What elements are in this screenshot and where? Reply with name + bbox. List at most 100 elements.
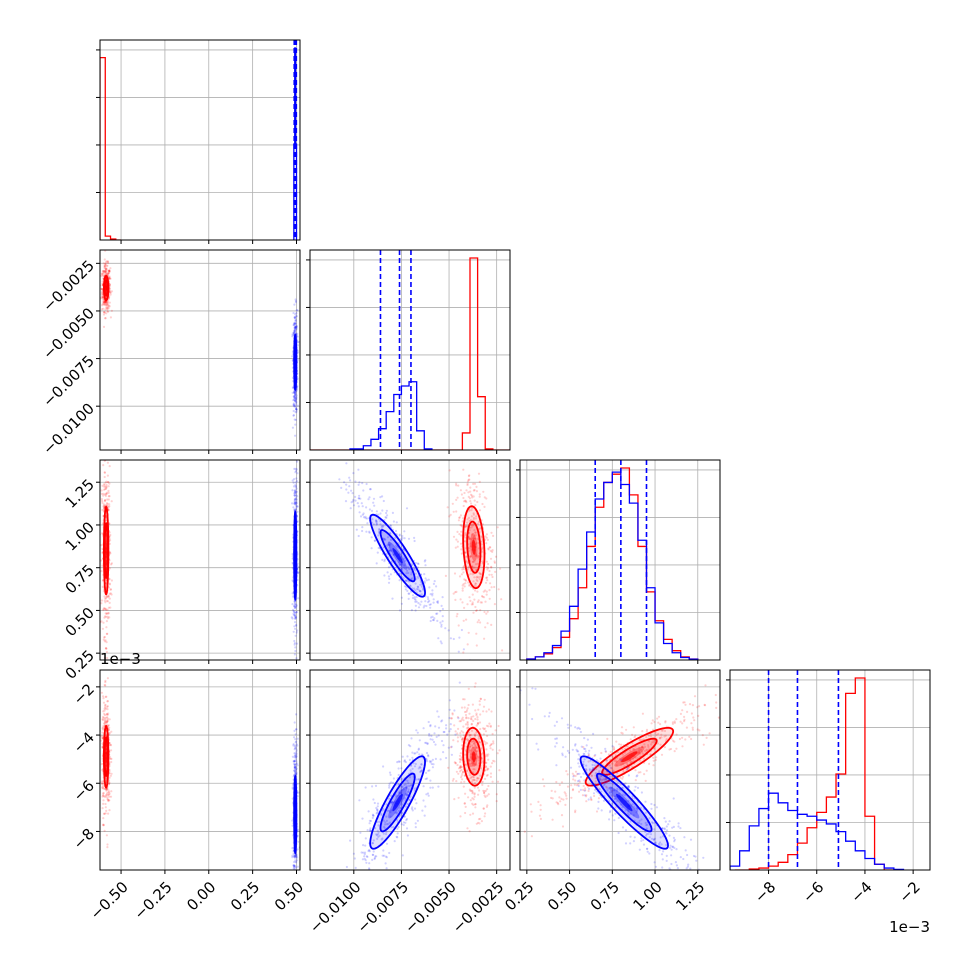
sample-point	[617, 751, 620, 754]
sample-point	[399, 806, 402, 810]
sample-point	[294, 491, 297, 494]
sample-point	[649, 753, 652, 756]
sample-point	[102, 297, 105, 300]
sample-point	[101, 768, 104, 772]
sample-point	[486, 622, 489, 625]
sample-point	[657, 721, 660, 724]
sample-point	[362, 489, 365, 492]
sample-point	[475, 731, 478, 734]
sample-point	[455, 498, 458, 501]
sample-point	[735, 913, 737, 915]
sample-point	[470, 718, 473, 721]
sample-point	[448, 515, 451, 518]
sample-point	[403, 759, 406, 762]
sample-point	[466, 603, 469, 606]
sample-point	[292, 744, 295, 747]
sample-point	[482, 740, 485, 743]
sample-point	[294, 854, 297, 857]
sample-point	[110, 593, 113, 596]
sample-point	[295, 309, 298, 312]
sample-point	[653, 861, 656, 864]
sample-point	[105, 789, 108, 792]
sample-point	[410, 737, 413, 740]
sample-point	[475, 490, 478, 493]
sample-point	[360, 502, 363, 505]
sample-point	[464, 792, 467, 795]
sample-point	[439, 758, 442, 761]
sample-point	[293, 617, 297, 620]
sample-point	[382, 854, 386, 857]
sample-point	[398, 760, 401, 763]
sample-point	[292, 864, 295, 867]
sample-point	[489, 743, 493, 746]
sample-point	[295, 328, 298, 331]
sample-point	[663, 729, 667, 733]
sample-point	[640, 791, 644, 794]
sample-point	[415, 578, 418, 581]
sample-point	[109, 316, 112, 319]
sample-point	[105, 260, 108, 263]
sample-point	[468, 830, 471, 833]
panel-3-2-density-group	[520, 684, 737, 915]
sample-point	[476, 723, 479, 726]
sample-point	[467, 566, 470, 569]
sample-point	[109, 757, 112, 760]
sample-point	[591, 770, 594, 773]
sample-point	[472, 537, 475, 540]
sample-point	[104, 601, 107, 604]
sample-point	[397, 767, 400, 770]
sample-point	[469, 572, 472, 576]
contour-red-0	[462, 505, 486, 590]
sample-point	[389, 524, 392, 527]
sample-point	[471, 565, 474, 568]
sample-point	[417, 778, 420, 781]
sample-point	[101, 274, 104, 277]
sample-point	[446, 733, 449, 736]
sample-point	[110, 500, 113, 503]
sample-point	[469, 486, 472, 489]
sample-point	[104, 272, 107, 275]
sample-point	[406, 569, 409, 573]
sample-point	[295, 408, 298, 411]
sample-point	[491, 550, 494, 554]
sample-point	[296, 505, 299, 508]
sample-point	[653, 720, 656, 724]
sample-point	[487, 547, 490, 550]
sample-point	[494, 570, 497, 574]
sample-point	[590, 798, 593, 801]
sample-point	[106, 719, 109, 723]
sample-point	[681, 722, 684, 725]
sample-point	[291, 391, 294, 394]
sample-point	[295, 494, 298, 497]
sample-point	[647, 744, 650, 747]
sample-point	[388, 771, 392, 774]
sample-point	[495, 793, 498, 796]
sample-point	[411, 751, 414, 754]
sample-point	[382, 499, 385, 503]
sample-point	[465, 559, 468, 563]
panel-3-0-density-group	[100, 677, 300, 870]
sample-point	[488, 722, 491, 725]
sample-point	[382, 849, 385, 852]
sample-point	[429, 738, 432, 741]
sample-point	[101, 304, 104, 307]
sample-point	[388, 549, 391, 552]
sample-point	[428, 760, 431, 763]
sample-point	[472, 482, 475, 485]
sample-point	[295, 325, 298, 328]
sample-point	[474, 504, 477, 507]
y-tick-label: 0.75	[62, 561, 98, 597]
panel-1-0-density-group	[100, 250, 300, 437]
sample-point	[379, 512, 382, 515]
sample-point	[451, 713, 454, 716]
sample-point	[638, 746, 641, 750]
sample-point	[294, 770, 297, 774]
sample-point	[410, 807, 413, 810]
sample-point	[295, 713, 298, 716]
sample-point	[401, 789, 404, 792]
sample-point	[294, 396, 297, 400]
sample-point	[293, 498, 296, 501]
sample-point	[466, 722, 469, 725]
sample-point	[106, 308, 109, 311]
sample-point	[471, 601, 474, 604]
